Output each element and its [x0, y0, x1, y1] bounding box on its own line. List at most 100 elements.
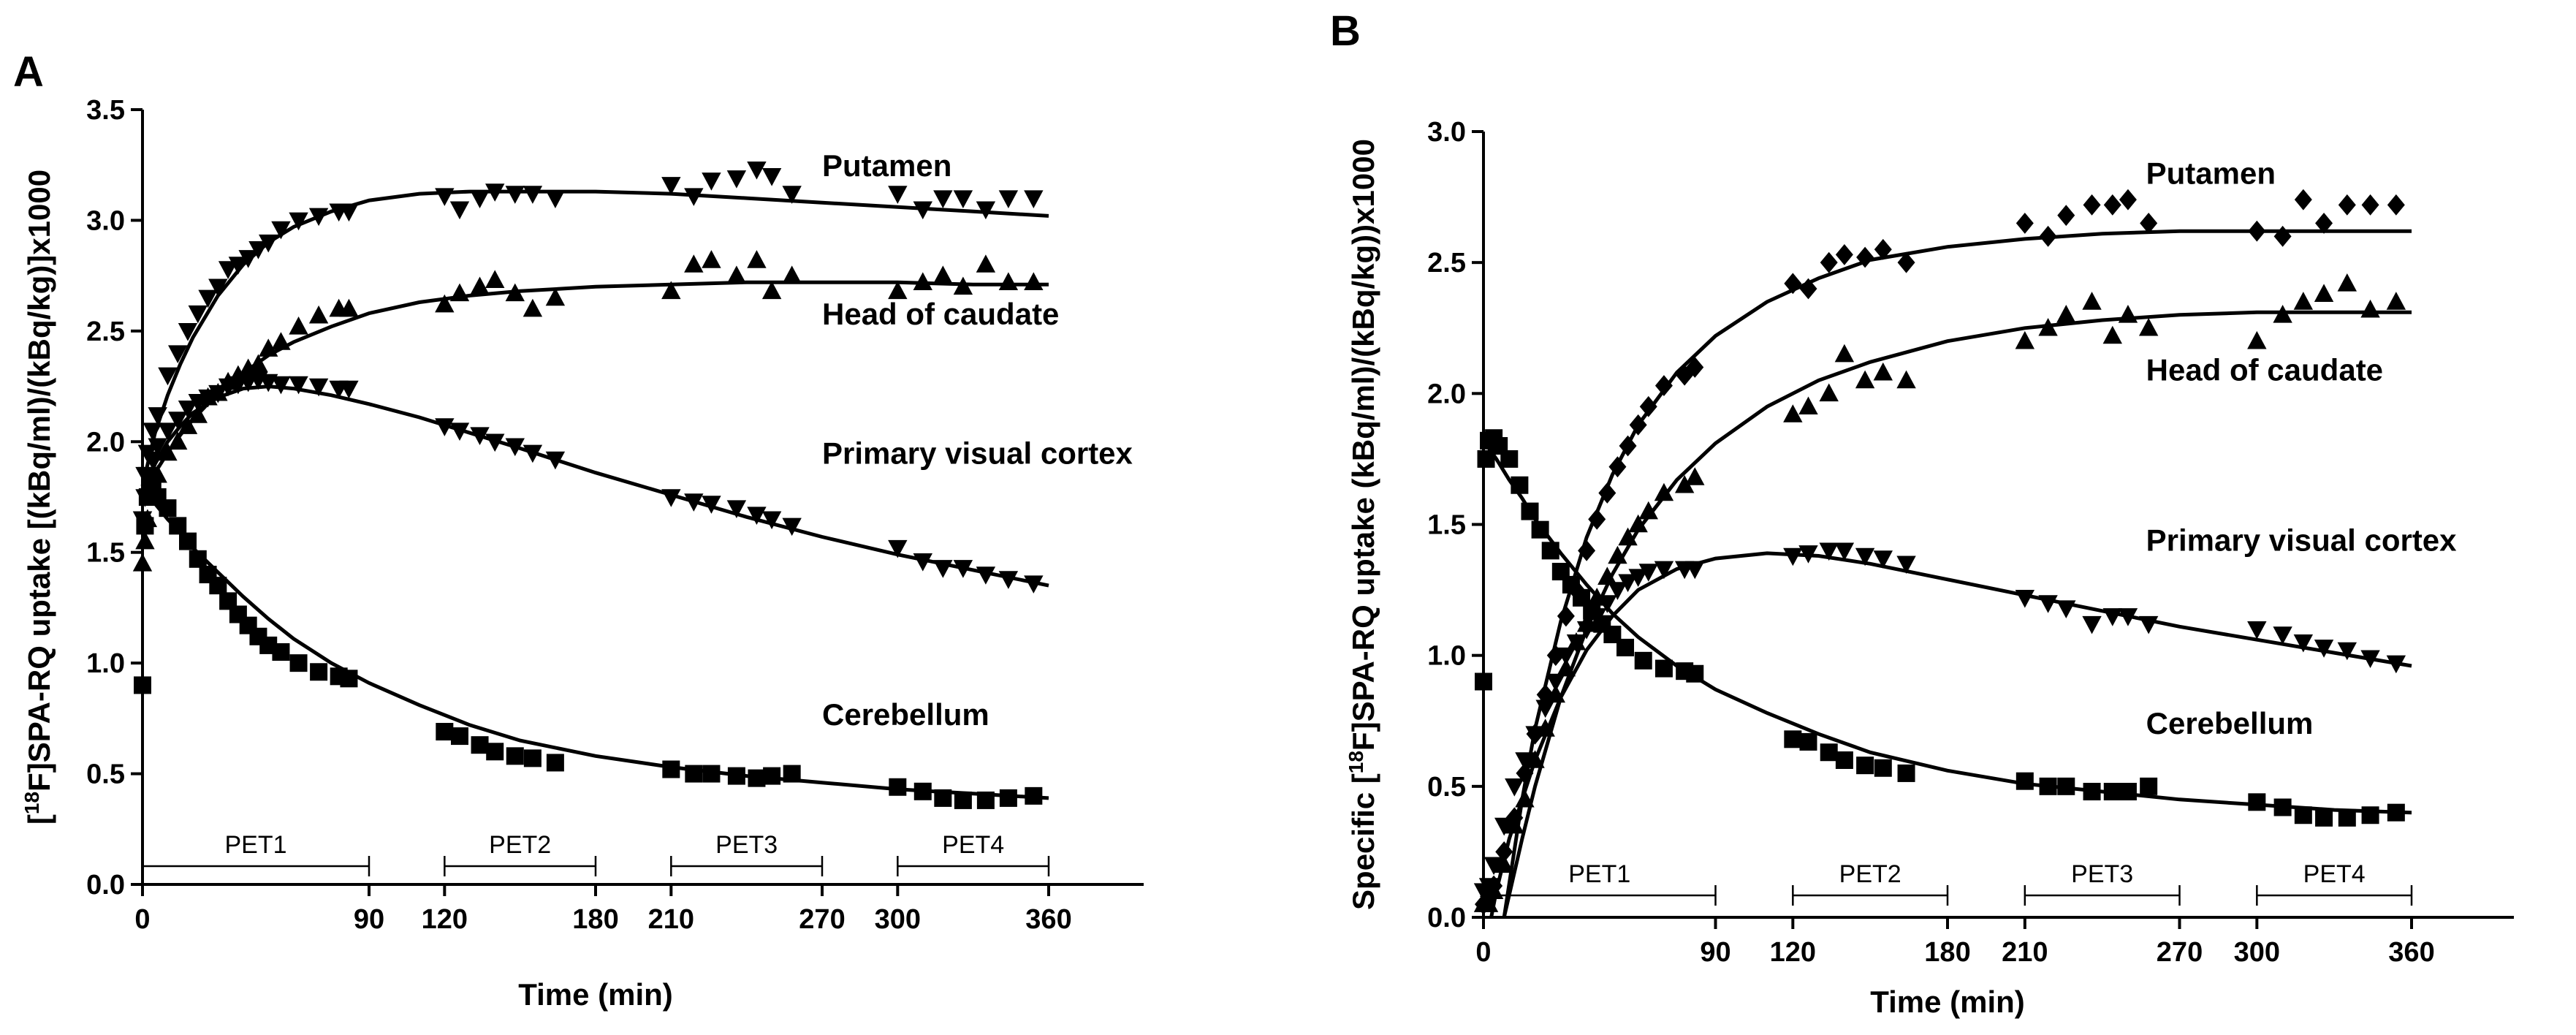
pet-bar-label: PET2	[1839, 860, 1901, 888]
cerebellum-data-point	[1897, 764, 1915, 782]
pet-bar-label: PET4	[2303, 860, 2366, 888]
primary-visual-cortex-data-point	[747, 507, 767, 526]
cerebellum-data-point	[1799, 732, 1817, 751]
panel-a-y-tick-label: 3.0	[86, 205, 125, 236]
primary-visual-cortex-data-point	[2056, 600, 2076, 618]
cerebellum-data-point	[506, 747, 524, 765]
primary-visual-cortex-data-point	[148, 438, 167, 457]
putamen-fit-curve	[1502, 229, 2412, 918]
putamen-data-point	[208, 278, 228, 297]
primary-visual-cortex-data-point	[289, 376, 308, 395]
putamen-data-point	[1654, 375, 1673, 396]
cerebellum-data-point	[310, 663, 328, 681]
cerebellum-data-point	[748, 769, 766, 787]
panel-b-y-tick-label: 0.0	[1427, 903, 1466, 933]
pet-bar-pet3: PET3	[2024, 860, 2181, 906]
putamen-data-point	[2015, 213, 2034, 234]
putamen-data-point	[953, 190, 973, 208]
head-of-caudate-data-point	[2386, 292, 2406, 310]
cerebellum-data-point	[2387, 803, 2405, 822]
putamen-data-point	[2273, 225, 2292, 247]
cerebellum-data-point	[451, 727, 468, 746]
head-of-caudate-data-point	[976, 254, 996, 273]
head-of-caudate-data-point	[661, 281, 681, 300]
primary-visual-cortex-data-point	[1024, 575, 1044, 594]
panel-a-y-tick-label: 2.5	[86, 316, 125, 347]
putamen-data-point	[238, 250, 258, 268]
primary-visual-cortex-data-point	[143, 451, 162, 470]
panel-b-x-tick-label: 90	[1700, 937, 1730, 968]
head-of-caudate-data-point	[135, 531, 155, 550]
head-of-caudate-data-point	[470, 276, 490, 295]
putamen-data-point	[1629, 414, 1647, 436]
primary-visual-cortex-data-point	[435, 418, 455, 436]
putamen-data-point	[178, 323, 198, 341]
head-of-caudate-fit-curve	[1502, 310, 2412, 918]
head-of-caudate-data-point	[2056, 305, 2076, 323]
putamen-data-point	[684, 188, 704, 206]
primary-visual-cortex-data-point	[2082, 615, 2102, 634]
cerebellum-data-point	[272, 643, 290, 661]
primary-visual-cortex-data-point	[198, 389, 218, 408]
panel-b-x-tick-label: 360	[2388, 937, 2434, 968]
putamen-data-point	[505, 186, 525, 204]
cerebellum-data-point	[976, 791, 995, 809]
pet-bar-label: PET2	[489, 831, 551, 859]
pet-bar-pet4: PET4	[897, 831, 1050, 876]
cerebellum-data-point	[2273, 798, 2292, 816]
putamen-label: Putamen	[2146, 156, 2276, 191]
head-of-caudate-data-point	[1855, 370, 1875, 389]
head-of-caudate-data-point	[1608, 545, 1627, 564]
putamen-data-point	[1578, 539, 1596, 561]
panel-b-x-tick-label: 180	[1924, 937, 1970, 968]
panel-a-y-tick-label: 0.5	[86, 759, 125, 790]
primary-visual-cortex-data-point	[726, 500, 747, 518]
cerebellum-data-point	[763, 767, 781, 785]
primary-visual-cortex-data-point	[1638, 564, 1658, 582]
putamen-data-point	[998, 190, 1019, 208]
cerebellum-data-point	[2294, 806, 2312, 824]
putamen-data-point	[761, 168, 782, 186]
putamen-data-point	[702, 172, 721, 191]
panel-b-y-tick-label: 2.0	[1427, 379, 1466, 409]
panel-a-y-tick-label: 0.0	[86, 870, 125, 901]
putamen-data-point	[1799, 278, 1817, 300]
primary-visual-cortex-data-point	[208, 384, 228, 403]
primary-visual-cortex-data-point	[188, 393, 208, 412]
putamen-data-point	[1588, 508, 1606, 530]
pet-bar-pet1: PET1	[141, 831, 371, 876]
primary-visual-cortex-data-point	[1608, 582, 1627, 600]
primary-visual-cortex-data-point	[1505, 778, 1524, 797]
putamen-data-point	[1619, 435, 1637, 457]
cerebellum-data-point	[289, 654, 308, 672]
head-of-caudate-data-point	[435, 294, 455, 313]
primary-visual-cortex-data-point	[1896, 556, 1916, 575]
cerebellum-data-point	[159, 499, 177, 518]
cerebellum-fit-curve	[1481, 439, 2412, 815]
putamen-data-point	[248, 241, 268, 259]
head-of-caudate-data-point	[1628, 514, 1648, 533]
panel-b: B 0.0 0.5 1.0 1.5 2.0 2.5 3.0 0 90 120 180 210 270 300…	[1330, 7, 2514, 1019]
primary-visual-cortex-data-point	[661, 489, 681, 507]
cerebellum-data-point	[1634, 651, 1652, 670]
primary-visual-cortex-data-point	[702, 496, 721, 514]
panel-b-y-tick-label: 2.5	[1427, 248, 1466, 278]
cerebellum-data-point	[1475, 672, 1492, 691]
head-of-caudate-data-point	[1024, 272, 1044, 291]
head-of-caudate-data-point	[1873, 362, 1893, 381]
panel-a-x-tick-label: 120	[422, 904, 468, 935]
primary-visual-cortex-data-point	[2102, 608, 2122, 626]
cerebellum-data-point	[523, 749, 542, 767]
primary-visual-cortex-data-point	[953, 560, 973, 578]
primary-visual-cortex-data-point	[933, 560, 953, 578]
putamen-data-point	[888, 186, 908, 204]
cerebellum-data-point	[2315, 808, 2333, 827]
pet-bar-label: PET3	[2071, 860, 2133, 888]
cerebellum-data-point	[546, 754, 564, 772]
head-of-caudate-data-point	[545, 287, 566, 306]
cerebellum-data-point	[2140, 777, 2158, 795]
cerebellum-data-point	[1511, 476, 1529, 494]
primary-visual-cortex-data-point	[1628, 569, 1648, 587]
head-of-caudate-data-point	[2038, 317, 2058, 336]
primary-visual-cortex-data-point	[2247, 621, 2267, 640]
